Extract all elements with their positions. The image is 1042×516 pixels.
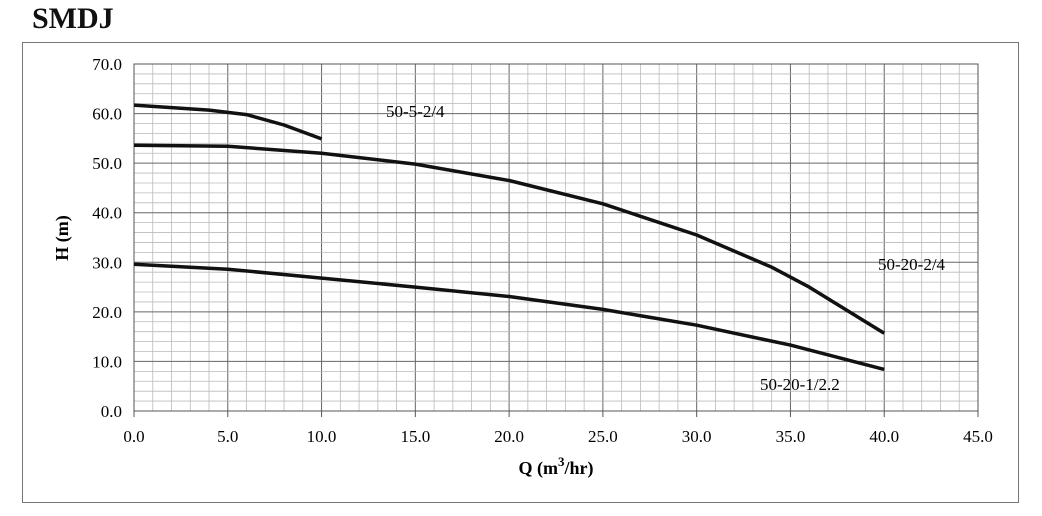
x-axis-label: Q (m3/hr) [519,454,594,479]
x-tick-label: 20.0 [494,427,524,446]
series-label: 50-20-1/2.2 [760,375,840,394]
y-tick-label: 40.0 [92,204,122,223]
chart-title: SMDJ [32,2,114,35]
x-tick-label: 15.0 [400,427,430,446]
y-tick-label: 0.0 [101,402,122,421]
series-line-50-5-2/4 [133,103,323,141]
x-tick-label: 35.0 [776,427,806,446]
x-tick-label: 25.0 [588,427,618,446]
chart-frame [22,42,1019,503]
x-tick-label: 30.0 [682,427,712,446]
x-tick-label: 40.0 [869,427,899,446]
x-tick-label: 45.0 [963,427,993,446]
x-tick-label: 10.0 [307,427,337,446]
y-tick-label: 50.0 [92,154,122,173]
series-line-50-20-1/2.2 [133,262,885,372]
y-axis-label: H (m) [52,215,73,260]
y-tick-label: 30.0 [92,253,122,272]
series-label: 50-5-2/4 [386,102,445,121]
x-tick-label: 5.0 [217,427,238,446]
y-tick-label: 60.0 [92,105,122,124]
series-label: 50-20-2/4 [878,255,946,274]
series-line-50-20-2/4 [133,143,886,335]
y-tick-label: 10.0 [92,352,122,371]
plot-area [133,63,979,412]
x-tick-label: 0.0 [123,427,144,446]
y-tick-label: 70.0 [92,55,122,74]
y-tick-label: 20.0 [92,303,122,322]
